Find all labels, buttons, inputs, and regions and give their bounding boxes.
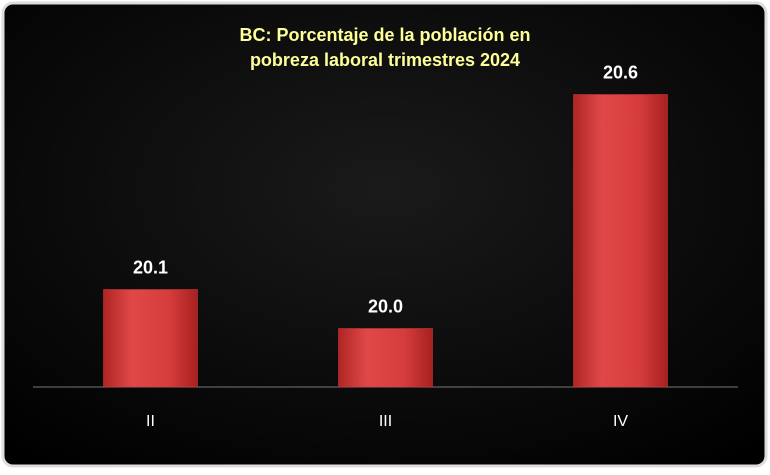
data-label: 20.1 [133, 257, 168, 277]
x-tick-label: III [379, 413, 392, 430]
chart-title: pobreza laboral trimestres 2024 [250, 50, 520, 70]
x-tick-label: IV [613, 413, 628, 430]
data-label: 20.6 [603, 62, 638, 82]
bar [338, 328, 433, 388]
data-label: 20.0 [368, 296, 403, 316]
x-tick-label: II [146, 413, 155, 430]
bar [103, 289, 198, 388]
chart-title: BC: Porcentaje de la población en [239, 25, 530, 45]
bar [573, 94, 668, 388]
